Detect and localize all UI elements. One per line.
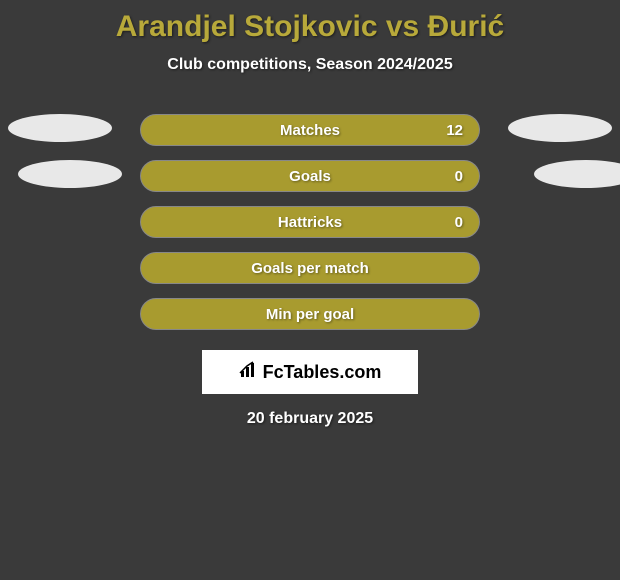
stat-bar-min-per-goal: Min per goal: [140, 298, 480, 330]
stat-value: 0: [455, 214, 463, 231]
logo-box[interactable]: FcTables.com: [202, 350, 418, 394]
stats-area: Matches 12 Goals 0 Hattricks 0 Goals per…: [0, 114, 620, 330]
stat-row: Min per goal: [0, 298, 620, 330]
comparison-title: Arandjel Stojkovic vs Đurić: [0, 10, 620, 44]
stat-bar-matches: Matches 12: [140, 114, 480, 146]
stat-label: Hattricks: [278, 214, 342, 231]
season-subtitle: Club competitions, Season 2024/2025: [0, 56, 620, 74]
stat-row: Goals 0: [0, 160, 620, 192]
stat-bar-goals: Goals 0: [140, 160, 480, 192]
stat-value: 0: [455, 168, 463, 185]
stat-bar-goals-per-match: Goals per match: [140, 252, 480, 284]
stat-row: Matches 12: [0, 114, 620, 146]
main-container: Arandjel Stojkovic vs Đurić Club competi…: [0, 0, 620, 438]
stat-row: Hattricks 0: [0, 206, 620, 238]
stat-label: Min per goal: [266, 306, 354, 323]
stat-row: Goals per match: [0, 252, 620, 284]
stat-label: Matches: [280, 122, 340, 139]
logo-text: FcTables.com: [263, 362, 382, 383]
chart-icon: [239, 361, 259, 384]
stat-value: 12: [446, 122, 463, 139]
date-text: 20 february 2025: [0, 410, 620, 428]
stat-label: Goals per match: [251, 260, 369, 277]
stat-bar-hattricks: Hattricks 0: [140, 206, 480, 238]
stat-label: Goals: [289, 168, 331, 185]
